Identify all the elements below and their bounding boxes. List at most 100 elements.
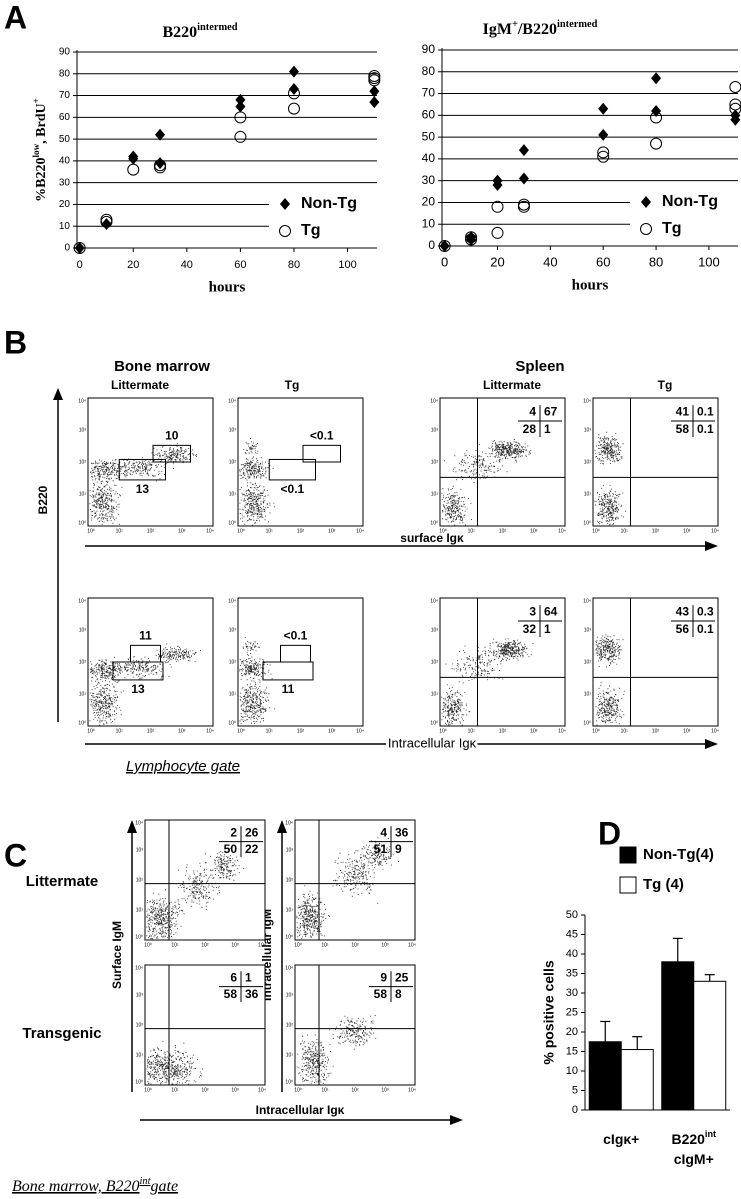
y-tick-label: 30 xyxy=(566,987,578,999)
flow-tick-label: 10⁴ xyxy=(356,528,364,534)
flow-tick-label: 10³ xyxy=(328,528,336,534)
legend-label: Non-Tg xyxy=(301,195,357,212)
marker-circle xyxy=(279,225,291,237)
dot-cloud xyxy=(595,634,625,726)
chart-title-part: IgM xyxy=(483,21,512,38)
flow-tick-label: 10¹ xyxy=(229,691,237,697)
flow-tick-label: 10⁴ xyxy=(285,965,293,971)
legend-label: Non-Tg(4) xyxy=(643,846,714,863)
marker-circle xyxy=(368,74,381,87)
y-tick-label: 40 xyxy=(59,156,71,167)
flow-tick-label: 10⁰ xyxy=(294,942,302,948)
quadrant-value: 0.1 xyxy=(697,422,714,436)
y-axis-label-part: %B220 xyxy=(34,157,49,201)
axis-label: Intracellular Igκ xyxy=(388,735,477,750)
flow-tick-label: 10³ xyxy=(231,1087,239,1093)
flow-tick-label: 10² xyxy=(147,728,155,734)
y-tick-label: 45 xyxy=(566,928,578,940)
plot-frame xyxy=(439,397,566,527)
flow-tick-label: 10⁴ xyxy=(408,1087,416,1093)
y-tick-label: 0 xyxy=(64,243,70,254)
flow-tick-label: 10¹ xyxy=(468,528,476,534)
y-tick-label: 40 xyxy=(566,948,578,960)
flow-tick-label: 10⁴ xyxy=(228,398,236,404)
flow-tick-label: 10² xyxy=(499,528,507,534)
flow-tick-label: 10⁰ xyxy=(439,728,447,734)
marker-diamond xyxy=(74,242,85,254)
x-tick-label: 60 xyxy=(596,254,610,269)
x-tick-label-part: B220 xyxy=(671,1131,705,1147)
flow-tick-label: 10¹ xyxy=(79,691,87,697)
gate-box xyxy=(302,444,341,463)
arrow-head xyxy=(127,820,137,833)
flow-tick-label: 10¹ xyxy=(116,728,124,734)
flow-tick-label: 10⁰ xyxy=(294,1087,302,1093)
flow-tick-label: 10² xyxy=(652,528,660,534)
group-title: Bone marrow xyxy=(114,358,210,375)
footer-note-part: Bone marrow, B220 xyxy=(12,1178,140,1195)
flow-tick-label: 10² xyxy=(136,877,144,883)
flow-tick-label: 10³ xyxy=(683,528,691,534)
arrow-head xyxy=(450,1115,463,1125)
chart-title-part: + xyxy=(512,19,518,30)
marker-diamond xyxy=(235,100,246,113)
flow-tick-label: 10³ xyxy=(229,627,237,633)
quadrant-value: 56 xyxy=(676,622,690,636)
y-tick-label: 30 xyxy=(422,173,436,187)
flow-tick-label: 10¹ xyxy=(136,1052,144,1058)
x-tick-label: 80 xyxy=(649,254,663,269)
chart-title-part: intermed xyxy=(197,22,238,33)
marker-circle xyxy=(650,137,663,150)
quadrant-value: 8 xyxy=(395,987,402,1001)
flow-tick-label: 10¹ xyxy=(266,728,274,734)
flow-tick-label: 10⁰ xyxy=(78,720,86,726)
dot-cloud xyxy=(239,637,276,725)
marker-diamond xyxy=(651,104,662,117)
column-title: Tg xyxy=(658,378,673,392)
y-axis-label-part: , BrdU xyxy=(34,103,49,143)
marker-circle xyxy=(127,163,140,176)
y-tick-label: 30 xyxy=(59,177,71,188)
marker-circle xyxy=(154,161,167,174)
flow-tick-label: 10³ xyxy=(584,427,592,433)
flow-tick-label: 10¹ xyxy=(321,942,329,948)
panel-label: D xyxy=(598,815,621,851)
flow-tick-label: 10⁴ xyxy=(711,728,719,734)
flow-tick-label: 10⁴ xyxy=(583,598,591,604)
arrow-head xyxy=(705,541,718,551)
panel-label: A xyxy=(4,0,27,35)
flow-tick-label: 10² xyxy=(79,659,87,665)
flow-tick-label: 10⁰ xyxy=(144,1087,152,1093)
y-tick-label: 20 xyxy=(59,199,71,210)
quadrant-value: 58 xyxy=(224,987,238,1001)
dot-cloud xyxy=(441,638,534,726)
gate-value: <0.1 xyxy=(310,429,334,443)
flow-tick-label: 10⁴ xyxy=(558,528,566,534)
y-tick-label: 80 xyxy=(59,68,71,79)
x-tick-label: 80 xyxy=(288,259,300,271)
x-tick-label: 20 xyxy=(127,259,139,271)
gate-value: 13 xyxy=(131,682,145,696)
gate-note: Lymphocyte gate xyxy=(126,758,240,775)
marker-diamond xyxy=(518,172,529,185)
axis-label: Surface IgM xyxy=(110,921,124,989)
marker-circle xyxy=(73,242,86,254)
flow-tick-label: 10¹ xyxy=(584,691,592,697)
flow-tick-label: 10³ xyxy=(136,847,144,853)
x-tick-label: cIgM+ xyxy=(674,1151,714,1167)
y-tick-label: 90 xyxy=(59,47,71,58)
y-tick-label: 40 xyxy=(422,151,436,165)
row-title: Littermate xyxy=(26,873,99,890)
marker-circle xyxy=(287,102,300,115)
marker-circle xyxy=(517,200,530,213)
marker-diamond xyxy=(598,128,609,141)
marker-circle xyxy=(368,72,381,85)
gate-value: <0.1 xyxy=(284,629,308,643)
x-axis-label: hours xyxy=(572,277,609,293)
marker-diamond xyxy=(651,72,662,85)
flow-tick-label: 10⁰ xyxy=(87,728,95,734)
flow-tick-label: 10⁴ xyxy=(583,398,591,404)
quadrant-value: 0.3 xyxy=(697,604,714,618)
marker-circle xyxy=(597,150,610,163)
flow-tick-label: 10² xyxy=(351,1087,359,1093)
